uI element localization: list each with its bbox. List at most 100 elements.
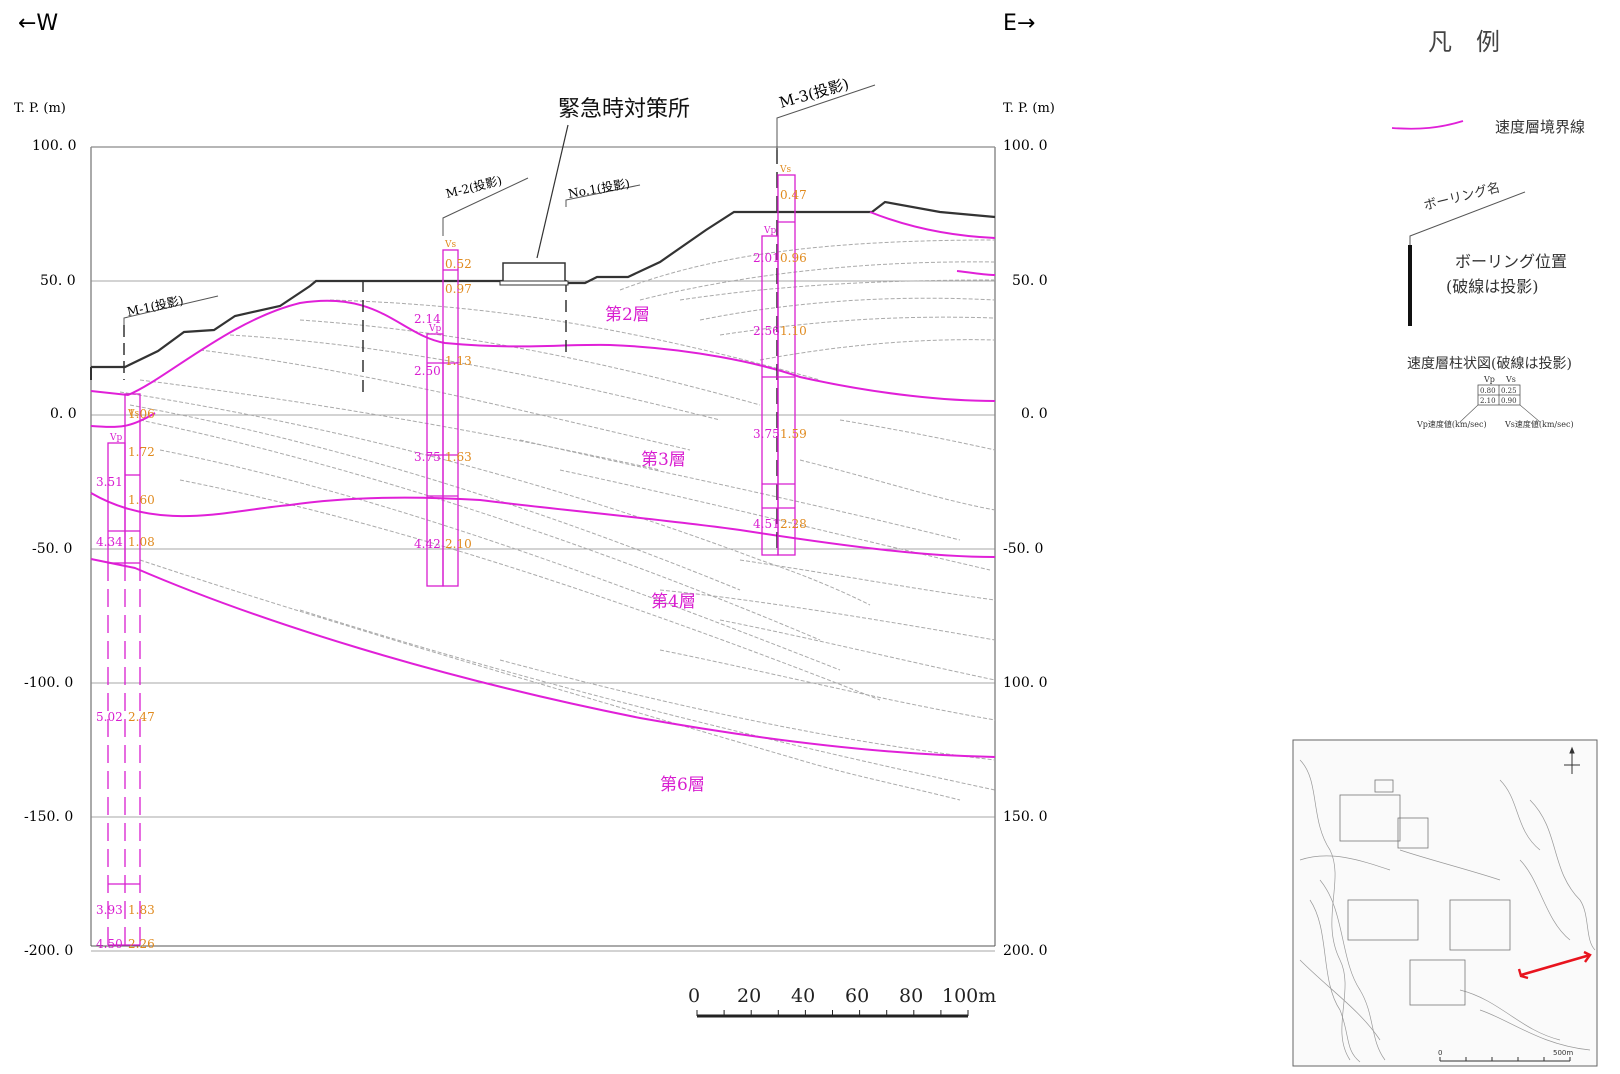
borehole-lines: [123, 148, 778, 555]
left-tick-label: 100. 0: [32, 138, 77, 154]
m1-vs-header: Vs: [127, 409, 139, 419]
m3-vs-header: Vs: [779, 165, 791, 175]
bedding-line: [179, 479, 881, 701]
bedding-line: [839, 419, 996, 451]
facility-label: 緊急時対策所: [558, 97, 690, 122]
m3-vp-value: 3.75: [753, 427, 780, 441]
west-direction-label: ←W: [18, 11, 58, 36]
bedding-line: [499, 659, 996, 761]
bedding-line: [199, 349, 691, 451]
bedding-line: [619, 239, 996, 291]
m2-vs-value: 1.13: [445, 354, 472, 368]
scale-label: 80: [899, 985, 923, 1007]
scale-label: 40: [791, 985, 815, 1007]
legend-boring-position-1: ボーリング位置: [1455, 252, 1567, 271]
inset-contour: [1499, 779, 1541, 851]
bedding-line: [639, 261, 996, 301]
legend-vs-caption: Vs速度値(km/sec): [1504, 419, 1574, 429]
left-tick-label: -50. 0: [32, 541, 72, 557]
right-tick-labels: 100. 0 50. 0 0. 0 -50. 0 100. 0 150. 0 2…: [1003, 138, 1048, 959]
layer-label: 第6層: [660, 775, 705, 795]
borehole-m1-label: M-1(投影): [126, 292, 185, 319]
m2-vs-value: 2.10: [445, 537, 472, 551]
bedding-line: [699, 297, 996, 321]
boundary-upper-east-2: [956, 270, 996, 276]
borehole-name-leaders: [123, 84, 876, 325]
m3-vp-header: Vp: [763, 226, 776, 236]
m2-vs-header: Vs: [444, 240, 456, 250]
borehole-m3-label: M-3(投影): [777, 75, 851, 112]
legend-sample-vp: Vp: [1483, 375, 1495, 384]
m1-vs-value: 2.26: [128, 937, 155, 951]
legend-column-title: 速度層柱状図(破線は投影): [1407, 356, 1572, 372]
legend-boring-leader: [1409, 191, 1526, 245]
bedding-line: [659, 589, 996, 641]
bedding-lines: [119, 239, 996, 801]
m3-vp-value: 4.51: [753, 517, 780, 531]
bedding-line: [659, 649, 996, 721]
left-tick-label: -100. 0: [24, 675, 73, 691]
bedding-line: [739, 559, 996, 601]
m1-vp-value: 3.51: [96, 475, 123, 489]
section-line-arrow: [1517, 950, 1592, 980]
inset-scale-label: 500m: [1553, 1049, 1573, 1057]
inset-contour: [1479, 1009, 1591, 1051]
left-tick-label: -150. 0: [24, 809, 73, 825]
bedding-line: [559, 469, 991, 571]
right-tick-label: 100. 0: [1003, 138, 1048, 154]
legend-sample-value: 0.25: [1501, 387, 1517, 395]
inset-contour: [1519, 859, 1571, 941]
legend-sample-value: 2.10: [1480, 397, 1496, 405]
bedding-line: [139, 419, 821, 641]
column-m1: [107, 393, 141, 946]
inset-scale-bar: 0 500m: [1438, 1049, 1573, 1062]
bedding-line: [139, 559, 961, 801]
legend-column-sample: Vp Vs 0.80 0.25 2.10 0.90 Vp速度値(km/sec) …: [1416, 375, 1574, 429]
right-tick-label: 50. 0: [1012, 273, 1048, 289]
inset-scale-label: 0: [1438, 1049, 1442, 1057]
borehole-no1-label: No.1(投影): [567, 175, 631, 201]
legend-title: 凡 例: [1428, 28, 1500, 56]
m2-vp-header: Vp: [428, 324, 441, 334]
right-tick-label: 0. 0: [1021, 406, 1048, 422]
north-arrow-icon: [1564, 746, 1580, 774]
m3-vs-value: 1.10: [780, 324, 807, 338]
bedding-line: [519, 439, 961, 541]
layer-label: 第2層: [605, 305, 650, 325]
right-unit-label: T. P. (m): [1003, 101, 1055, 116]
m1-vs-value: 2.47: [128, 710, 155, 724]
m1-vp-value: 4.50: [96, 937, 123, 951]
bedding-line: [719, 619, 996, 681]
scale-label: 60: [845, 985, 869, 1007]
legend-sample-vs: Vs: [1505, 375, 1516, 384]
column-m3: [761, 174, 796, 556]
inset-contour: [1529, 799, 1596, 951]
bedding-line: [329, 299, 821, 381]
boundary-upper-east-1: [869, 211, 996, 239]
left-tick-labels: 100. 0 50. 0 0. 0 -50. 0 -100. 0 -150. 0…: [24, 138, 77, 959]
left-tick-label: -200. 0: [24, 943, 73, 959]
inset-contour: [1319, 879, 1386, 1061]
bedding-line: [139, 379, 661, 471]
right-tick-label: 150. 0: [1003, 809, 1048, 825]
left-tick-label: 50. 0: [40, 273, 76, 289]
inset-facilities: [1339, 779, 1511, 1006]
borehole-m2-label: M-2(投影): [444, 172, 503, 200]
bedding-line: [129, 404, 741, 591]
velocity-columns: [107, 174, 796, 946]
bedding-line: [119, 391, 871, 606]
scale-label: 20: [737, 985, 761, 1007]
legend-sample-value: 0.80: [1480, 387, 1496, 395]
m2-vp-value: 2.14: [414, 312, 441, 326]
east-direction-label: E→: [1003, 11, 1035, 36]
legend: 凡 例 速度層境界線 ボーリング名 ボーリング位置 (破線は投影) 速度層柱状図…: [1391, 28, 1585, 429]
legend-boring-name: ボーリング名: [1422, 179, 1502, 213]
m1-vs-value: 1.08: [128, 535, 155, 549]
facility-building: [499, 124, 569, 286]
inset-contour: [1299, 759, 1351, 1061]
right-tick-label: 200. 0: [1003, 943, 1048, 959]
layer-label: 第4層: [651, 592, 696, 612]
boundary-2-3: [90, 299, 996, 402]
